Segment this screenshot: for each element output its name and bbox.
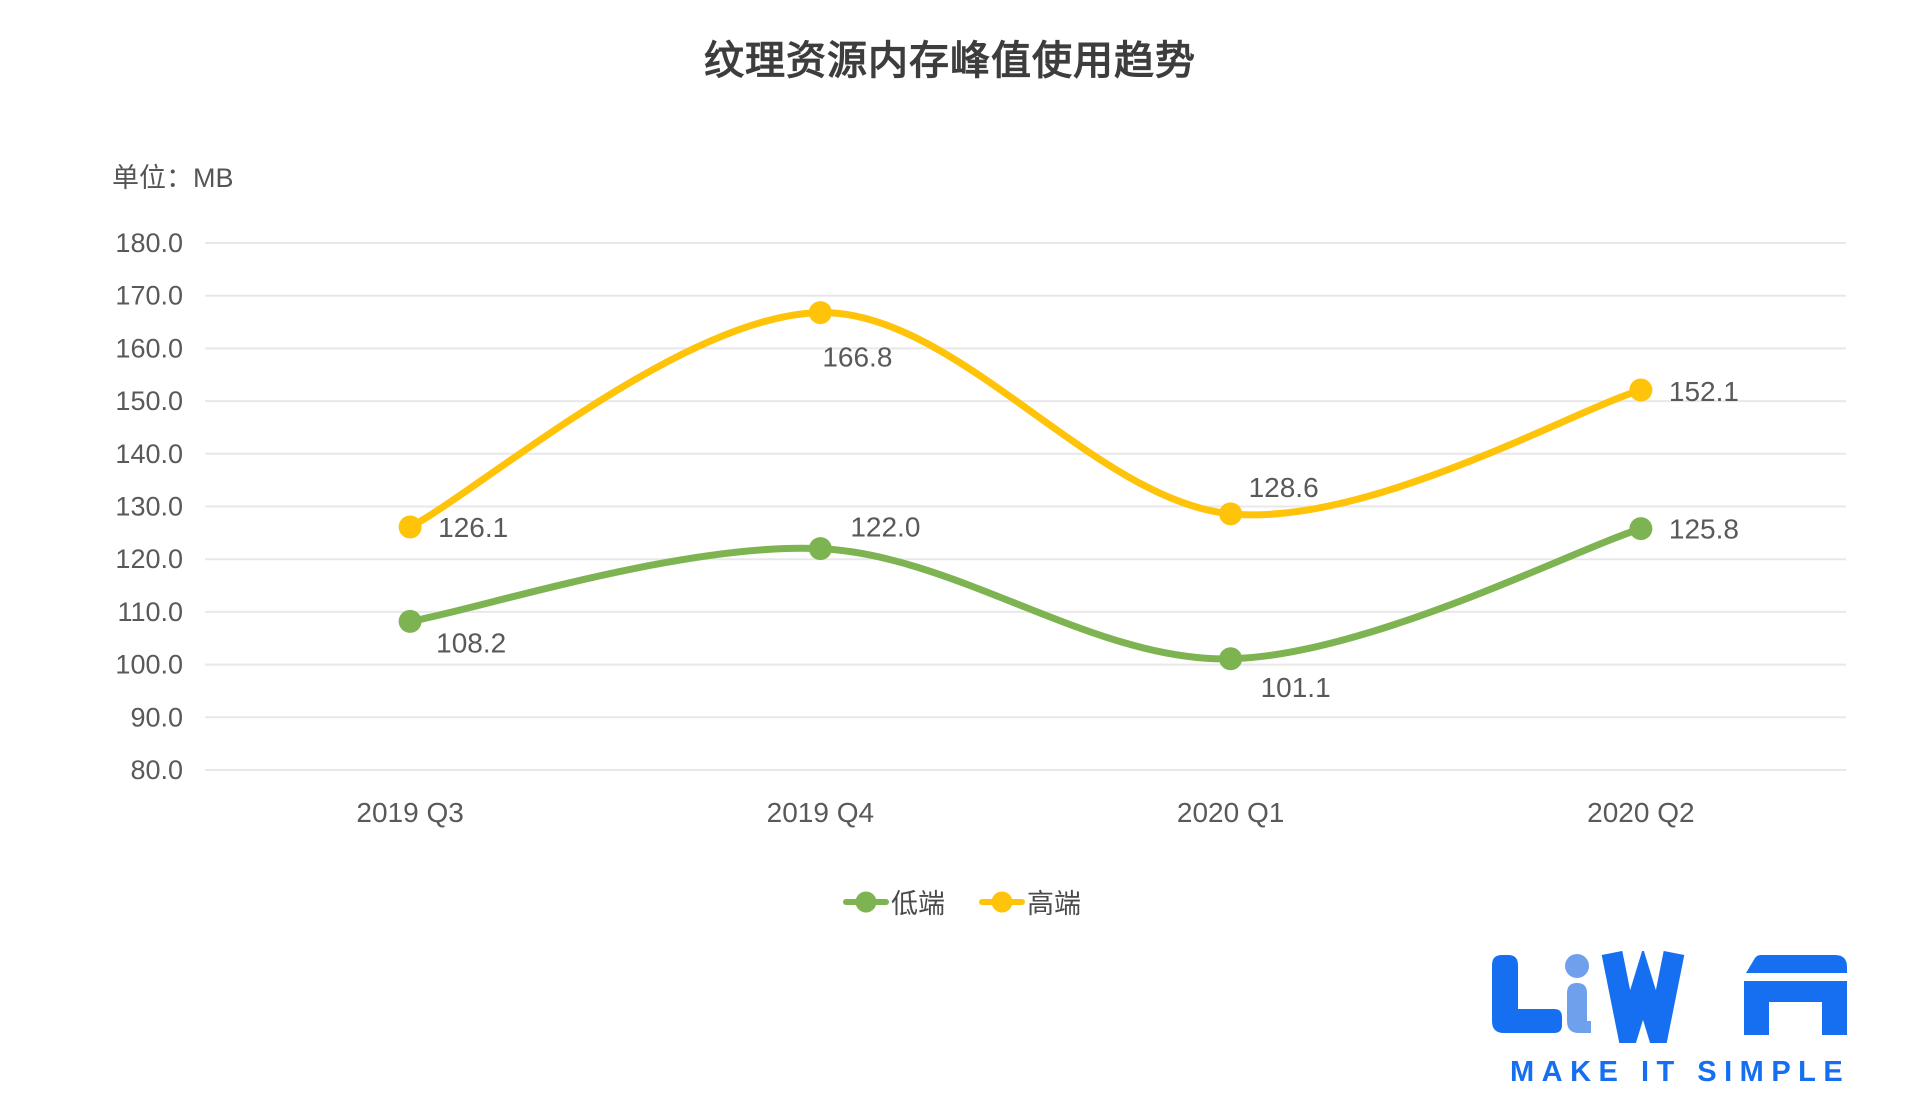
logo-tagline: MAKE IT SIMPLE: [1510, 1056, 1851, 1088]
unit-label: 单位：MB: [112, 163, 234, 193]
series-line-low: [406, 525, 1645, 663]
data-label: 166.8: [822, 342, 892, 373]
logo-letter-a-topbar: [1746, 955, 1847, 973]
y-tick-label: 90.0: [130, 702, 183, 732]
data-point: [1629, 517, 1653, 541]
y-tick-label: 140.0: [115, 439, 183, 469]
data-label: 126.1: [438, 512, 508, 543]
logo-letter-i-dot: [1565, 954, 1589, 978]
data-label: 125.8: [1669, 514, 1739, 545]
x-tick-label: 2020 Q2: [1587, 797, 1694, 828]
chart-title: 纹理资源内存峰值使用趋势: [704, 39, 1196, 83]
chart-legend: 低端 高端: [0, 882, 1924, 921]
data-point: [398, 609, 422, 633]
data-point: [808, 537, 832, 561]
y-tick-label: 80.0: [130, 755, 183, 785]
y-tick-label: 120.0: [115, 544, 183, 574]
liwa-logo: MAKE IT SIMPLE: [1488, 948, 1880, 1089]
data-label: 108.2: [436, 627, 506, 658]
legend-marker-line-high: [979, 891, 1025, 912]
y-tick-label: 110.0: [117, 597, 183, 627]
legend-item-high-end[interactable]: 高端: [979, 882, 1081, 921]
x-tick-label: 2019 Q4: [767, 797, 874, 828]
series-line-high: [406, 309, 1645, 531]
legend-label-low: 低端: [891, 889, 945, 919]
logo-letter-l: [1492, 955, 1562, 1033]
x-tick-label: 2020 Q1: [1177, 797, 1284, 828]
liwa-logo-mark: [1492, 948, 1847, 1076]
data-point: [1219, 502, 1243, 526]
legend-label-high: 高端: [1027, 889, 1081, 919]
data-label: 128.6: [1249, 472, 1319, 503]
y-tick-label: 180.0: [115, 228, 183, 258]
legend-marker-dot-high: [991, 891, 1013, 912]
logo-letter-i-stem: [1567, 983, 1591, 1033]
y-tick-label: 160.0: [115, 333, 183, 363]
data-label: 152.1: [1669, 376, 1739, 407]
x-tick-label: 2019 Q3: [356, 797, 463, 828]
legend-item-low-end[interactable]: 低端: [843, 882, 945, 921]
data-point: [398, 515, 422, 539]
data-label: 101.1: [1261, 672, 1331, 703]
legend-marker-line-low: [843, 891, 889, 912]
y-tick-label: 170.0: [115, 281, 183, 311]
data-point: [808, 301, 832, 325]
data-point: [1629, 378, 1653, 402]
logo-letter-a-arch: [1744, 981, 1847, 1035]
y-tick-label: 150.0: [115, 386, 183, 416]
y-tick-label: 100.0: [115, 650, 183, 680]
logo-letter-w: [1601, 948, 1685, 1076]
y-tick-label: 130.0: [115, 492, 183, 522]
data-point: [1219, 647, 1243, 671]
legend-marker-dot-low: [855, 891, 877, 912]
data-label: 122.0: [850, 512, 920, 543]
